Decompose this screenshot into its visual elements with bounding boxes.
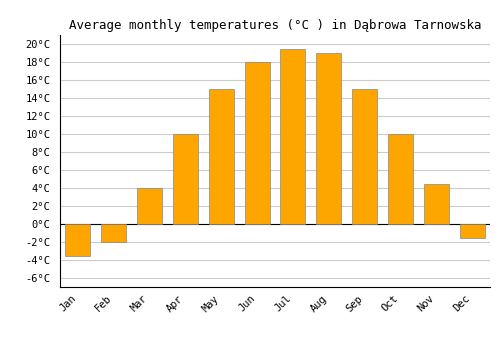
Bar	[460, 224, 484, 238]
Bar	[137, 188, 162, 224]
Title: Average monthly temperatures (°C ) in Dąbrowa Tarnowska: Average monthly temperatures (°C ) in Dą…	[69, 20, 481, 33]
Bar	[280, 49, 305, 224]
Bar	[316, 53, 342, 224]
Bar	[244, 62, 270, 224]
Bar	[66, 224, 90, 256]
Bar	[388, 134, 413, 224]
Bar	[352, 89, 377, 224]
Bar	[173, 134, 198, 224]
Bar	[208, 89, 234, 224]
Bar	[101, 224, 126, 242]
Bar	[424, 183, 449, 224]
